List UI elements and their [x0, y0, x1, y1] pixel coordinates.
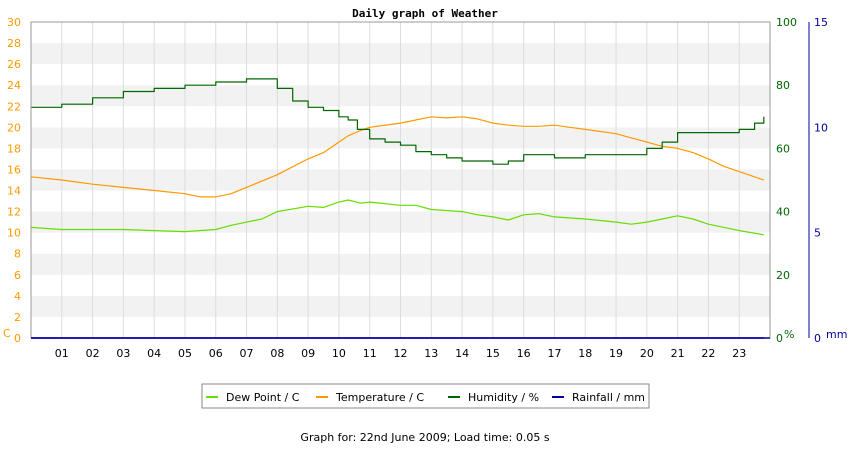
x-tick-label: 20: [640, 347, 654, 360]
left-tick-label: 4: [14, 290, 21, 303]
x-tick-label: 23: [732, 347, 746, 360]
left-tick-label: 18: [7, 142, 21, 155]
chart-title: Daily graph of Weather: [352, 7, 498, 20]
x-tick-label: 15: [486, 347, 500, 360]
left-tick-label: 16: [7, 163, 21, 176]
series-line-humidity: [31, 78, 765, 165]
series-line-temperature: [30, 116, 764, 198]
x-tick-label: 18: [578, 347, 592, 360]
humidity-tick-label: 60: [776, 142, 790, 155]
x-tick-label: 04: [147, 347, 161, 360]
rainfall-axis-unit: mm: [826, 328, 847, 341]
legend-label-dew-point: Dew Point / C: [226, 391, 300, 404]
rainfall-tick-label: 5: [814, 227, 821, 240]
left-tick-label: 28: [7, 37, 21, 50]
left-tick-label: 0: [14, 332, 21, 345]
x-tick-label: 16: [517, 347, 531, 360]
footer-status: Graph for: 22nd June 2009; Load time: 0.…: [300, 431, 550, 444]
series-line-dew-point: [30, 199, 764, 236]
x-tick-label: 07: [240, 347, 254, 360]
rainfall-tick-label: 0: [814, 332, 821, 345]
x-tick-label: 14: [455, 347, 469, 360]
left-tick-label: 12: [7, 206, 21, 219]
x-tick-label: 01: [55, 347, 69, 360]
rainfall-tick-label: 15: [814, 16, 828, 29]
legend-label-rainfall: Rainfall / mm: [572, 391, 645, 404]
x-tick-label: 11: [363, 347, 377, 360]
humidity-tick-label: 40: [776, 206, 790, 219]
x-tick-label: 02: [86, 347, 100, 360]
x-tick-label: 12: [394, 347, 408, 360]
humidity-tick-label: 100: [776, 16, 797, 29]
x-tick-label: 17: [547, 347, 561, 360]
left-tick-label: 2: [14, 311, 21, 324]
x-tick-label: 06: [209, 347, 223, 360]
x-tick-label: 05: [178, 347, 192, 360]
left-tick-label: 8: [14, 248, 21, 261]
humidity-axis-ticks: 0 20 40 60 80 100: [776, 16, 797, 345]
left-tick-label: 14: [7, 185, 21, 198]
rainfall-axis-ticks: 0 5 10 15: [814, 16, 828, 345]
x-tick-label: 10: [332, 347, 346, 360]
x-tick-label: 22: [701, 347, 715, 360]
x-tick-label: 03: [116, 347, 130, 360]
left-tick-label: 22: [7, 100, 21, 113]
humidity-axis-unit: %: [784, 328, 794, 341]
rainfall-tick-label: 10: [814, 121, 828, 134]
x-tick-label: 21: [671, 347, 685, 360]
vertical-gridlines: [61, 22, 740, 338]
x-tick-label: 19: [609, 347, 623, 360]
x-tick-label: 13: [424, 347, 438, 360]
left-tick-label: 30: [7, 16, 21, 29]
left-tick-label: 20: [7, 121, 21, 134]
left-tick-label: 24: [7, 79, 21, 92]
left-tick-label: 6: [14, 269, 21, 282]
left-tick-label: 10: [7, 227, 21, 240]
x-tick-label: 08: [270, 347, 284, 360]
x-axis-ticks: 01 02 03 04 05 06 07 08 09 10 11 12 13 14 15 16 17 18 19 20…: [55, 347, 746, 360]
humidity-tick-label: 80: [776, 79, 790, 92]
legend: Dew Point / C Temperature / C Humidity / %…: [201, 383, 650, 409]
x-tick-label: 09: [301, 347, 315, 360]
left-tick-label: 26: [7, 58, 21, 71]
legend-label-humidity: Humidity / %: [468, 391, 539, 404]
left-axis-unit: C: [3, 327, 11, 340]
humidity-tick-label: 0: [776, 332, 783, 345]
legend-label-temperature: Temperature / C: [335, 391, 424, 404]
humidity-tick-label: 20: [776, 269, 790, 282]
